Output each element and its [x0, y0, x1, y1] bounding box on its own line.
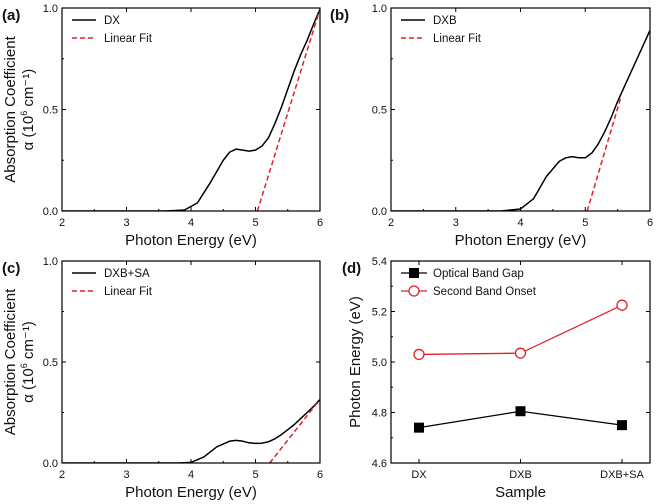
- panel-d-second-band-onset-point: [514, 347, 527, 359]
- panel-c-series-absorption-line: [62, 398, 320, 463]
- panel-c: 2 3 4 5 6 0.0 0.5 1.0 Photon Energy (eV) DXB+SA Li…: [2, 256, 323, 501]
- panel-b-x-tick-label: 4: [517, 217, 523, 229]
- panel-c-x-tick-label: 4: [188, 469, 194, 481]
- panel-b-y-tick-label: 0.5: [372, 105, 387, 117]
- y-axis-label: Absorption Coefficient α (106 cm⁻¹): [2, 288, 37, 435]
- panel-label-b: (b): [330, 7, 349, 24]
- panel-label-c: (c): [2, 260, 20, 277]
- panel-b-x-tick-label: 6: [647, 217, 653, 229]
- panel-b-x-axis-label: Photon Energy (eV): [455, 232, 587, 249]
- panel-d-y-tick-label: 5.4: [372, 256, 387, 268]
- panel-b-series-absorption-line: [391, 30, 650, 211]
- panel-a-legend-label-1: Linear Fit: [104, 33, 153, 45]
- panel-d-x-axis-label: Sample: [495, 484, 546, 501]
- panel-d-second-band-onset-point: [413, 348, 425, 361]
- panel-b-plot-frame: [390, 7, 651, 212]
- panel-c-plot-frame: [61, 260, 321, 464]
- y-axis-label-exponent: 6: [19, 363, 29, 368]
- panel-d-y-tick-label: 5.2: [372, 307, 387, 319]
- y-axis-label-line1: Absorption Coefficient: [2, 35, 19, 182]
- panel-label-d: (d): [342, 260, 361, 277]
- panel-b-legend-label-0: DXB: [433, 15, 457, 27]
- panel-b-y-tick-label: 0.0: [372, 206, 387, 218]
- panel-c-x-axis-label: Photon Energy (eV): [125, 484, 257, 501]
- panel-c-x-tick-label: 2: [59, 469, 65, 481]
- panel-c-series-linear-fit-line: [269, 398, 320, 463]
- panel-a-series-absorption-line: [62, 8, 320, 211]
- panel-label-a: (a): [2, 7, 20, 24]
- panel-d-series-line-1: [418, 304, 623, 356]
- panel-d-category-label: DX: [411, 469, 427, 481]
- y-axis-label: Absorption Coefficient α (106 cm⁻¹): [2, 35, 37, 182]
- panel-d-legend-marker-0: [409, 268, 419, 278]
- panel-d-legend-label-0: Optical Band Gap: [433, 268, 524, 280]
- panel-d-legend-label-1: Second Band Onset: [433, 286, 537, 298]
- panel-c-legend-label-0: DXB+SA: [104, 268, 150, 280]
- panel-a-series-linear-fit-line: [256, 8, 320, 211]
- panel-b-y-tick-label: 1.0: [372, 3, 387, 15]
- panel-d-optical-band-gap-point: [414, 422, 424, 433]
- panel-d-y-axis-label-group: Photon Energy (eV): [347, 296, 364, 428]
- panel-c-x-tick-label: 3: [123, 469, 129, 481]
- panel-c-y-tick-label: 0.0: [43, 458, 58, 470]
- panel-a-x-tick-label: 5: [252, 217, 258, 229]
- panel-b-series-linear-fit-line: [586, 97, 622, 211]
- panel-d-optical-band-gap-point: [515, 406, 526, 417]
- panel-a-x-tick-label: 4: [188, 217, 194, 229]
- panel-a-y-tick-label: 0.0: [43, 206, 58, 218]
- panel-d-category-label: DXB: [509, 469, 532, 481]
- y-axis-label-line2: α (106 cm⁻¹): [19, 69, 37, 151]
- panel-a-x-tick-label: 2: [59, 217, 65, 229]
- y-axis-label-prefix: α (10: [20, 116, 37, 151]
- panel-a-x-axis-label: Photon Energy (eV): [125, 232, 257, 249]
- panel-d-legend-marker-1: [408, 285, 420, 297]
- panel-d: DX DXB DXB+SA 4.6 4.8 5.0 5.2 5.4 Sample Photon E…: [342, 256, 651, 501]
- panel-d-y-axis-label: Photon Energy (eV): [347, 296, 364, 428]
- panel-d-category-label: DXB+SA: [600, 469, 644, 481]
- panel-a: 2 3 4 5 6 0.0 0.5 1.0 Photon Energy (eV) DX Linear…: [2, 3, 323, 249]
- panel-b-x-tick-label: 2: [388, 217, 394, 229]
- panel-a-x-tick-label: 3: [123, 217, 129, 229]
- y-axis-label-suffix: cm⁻¹): [20, 321, 37, 363]
- y-axis-label-line2: α (106 cm⁻¹): [19, 321, 37, 403]
- y-axis-label-line1: Absorption Coefficient: [2, 288, 19, 435]
- panel-a-x-tick-label: 6: [317, 217, 323, 229]
- y-axis-label-exponent: 6: [19, 111, 29, 116]
- panel-c-y-tick-label: 0.5: [43, 357, 58, 369]
- panel-b-legend-label-1: Linear Fit: [433, 33, 482, 45]
- panel-c-x-tick-label: 6: [317, 469, 323, 481]
- panel-b: 2 3 4 5 6 0.0 0.5 1.0 Photon Energy (eV) DXB Linea…: [330, 3, 653, 249]
- panel-b-x-tick-label: 5: [582, 217, 588, 229]
- panel-d-y-tick-label: 4.8: [372, 408, 387, 420]
- panel-d-y-tick-label: 5.0: [372, 357, 387, 369]
- panel-a-y-tick-label: 1.0: [43, 3, 58, 15]
- panel-d-y-tick-label: 4.6: [372, 458, 387, 470]
- panel-a-legend-label-0: DX: [104, 15, 120, 27]
- y-axis-label-prefix: α (10: [20, 368, 37, 403]
- panel-d-optical-band-gap-point: [617, 420, 627, 431]
- panel-c-legend-label-1: Linear Fit: [104, 286, 153, 298]
- panel-c-x-tick-label: 5: [252, 469, 258, 481]
- panel-a-y-tick-label: 0.5: [43, 105, 58, 117]
- panel-c-y-tick-label: 1.0: [43, 256, 58, 268]
- panel-b-x-tick-label: 3: [453, 217, 459, 229]
- y-axis-label-suffix: cm⁻¹): [20, 69, 37, 111]
- panel-d-second-band-onset-point: [616, 299, 628, 311]
